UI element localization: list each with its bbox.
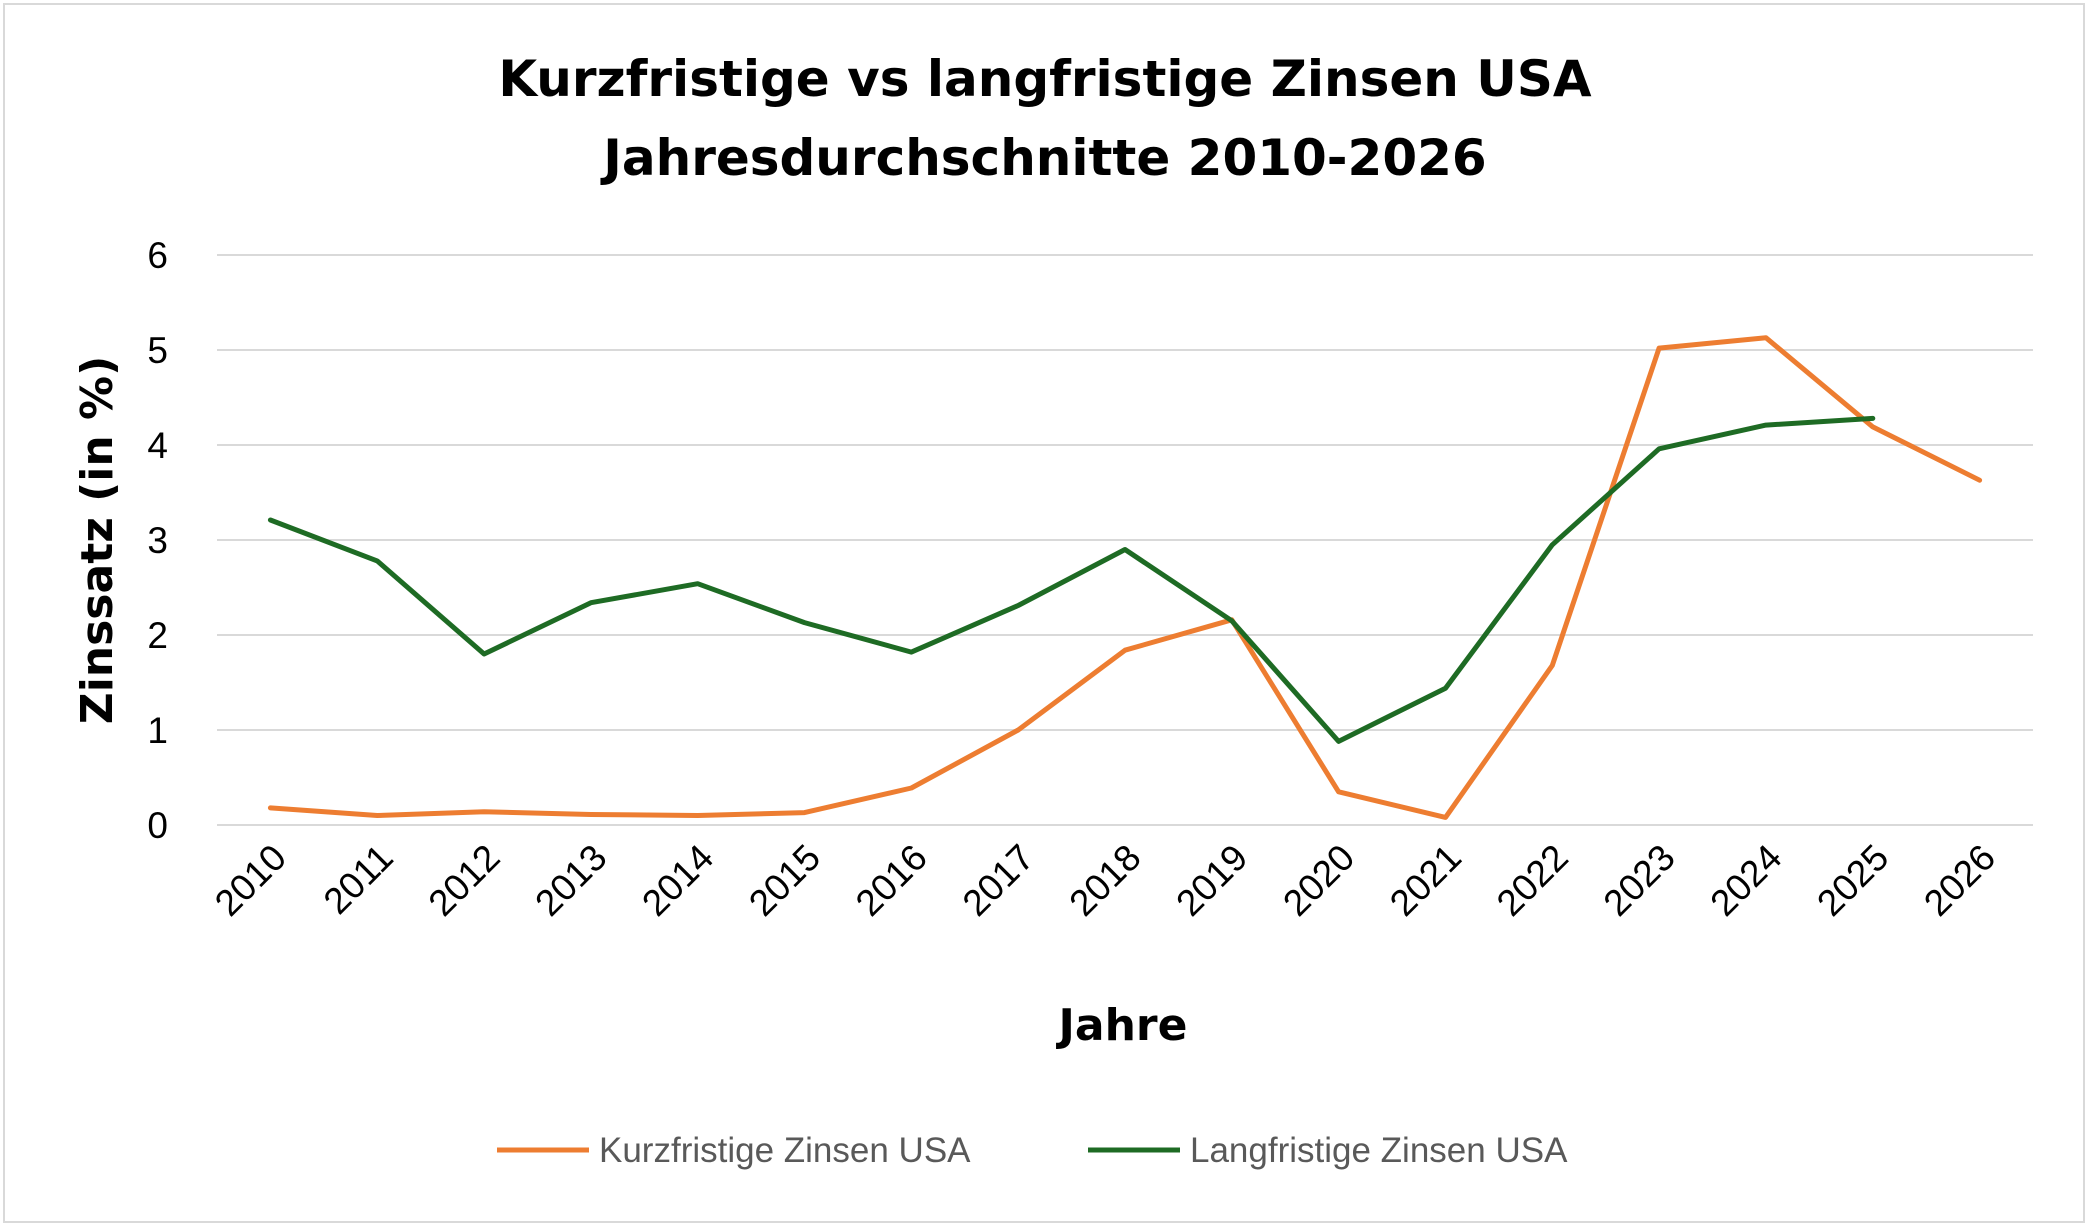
legend-label: Kurzfristige Zinsen USA <box>599 1131 971 1170</box>
chart-subtitle: Jahresdurchschnitte 2010-2026 <box>600 129 1486 187</box>
legend-label: Langfristige Zinsen USA <box>1190 1131 1568 1170</box>
x-tick-label: 2022 <box>1489 837 1576 924</box>
y-tick-label: 3 <box>147 520 168 561</box>
x-tick-label: 2023 <box>1596 837 1683 924</box>
y-axis-label: Zinssatz (in %) <box>72 356 123 724</box>
chart-title: Kurzfristige vs langfristige Zinsen USA <box>498 50 1591 108</box>
x-tick-label: 2015 <box>741 837 828 924</box>
y-tick-label: 6 <box>147 235 168 276</box>
x-tick-label: 2017 <box>955 837 1042 924</box>
x-tick-label: 2019 <box>1168 837 1255 924</box>
x-axis-label: Jahre <box>1056 1000 1188 1051</box>
series-line-short-term <box>267 335 1983 820</box>
chart-frame <box>3 3 2085 1223</box>
y-tick-label: 2 <box>147 615 168 656</box>
x-tick-label: 2018 <box>1061 837 1148 924</box>
x-tick-label: 2020 <box>1275 837 1362 924</box>
x-tick-label: 2026 <box>1916 837 2003 924</box>
y-tick-label: 0 <box>147 805 168 846</box>
y-tick-label: 1 <box>147 710 168 751</box>
y-tick-label: 4 <box>147 425 168 466</box>
legend: Kurzfristige Zinsen USA Langfristige Zins… <box>497 1131 1568 1170</box>
series-line-long-term <box>267 415 1876 744</box>
x-tick-label: 2011 <box>316 837 401 922</box>
x-tick-label: 2025 <box>1809 837 1896 924</box>
x-tick-label: 2013 <box>527 837 614 924</box>
x-tick-label: 2021 <box>1382 837 1469 924</box>
x-tick-label: 2012 <box>421 837 508 924</box>
x-tick-label: 2016 <box>848 837 935 924</box>
x-tick-label: 2010 <box>207 837 294 924</box>
x-tick-label: 2014 <box>634 837 721 924</box>
x-tick-label: 2024 <box>1702 837 1789 924</box>
y-tick-label: 5 <box>147 330 168 371</box>
